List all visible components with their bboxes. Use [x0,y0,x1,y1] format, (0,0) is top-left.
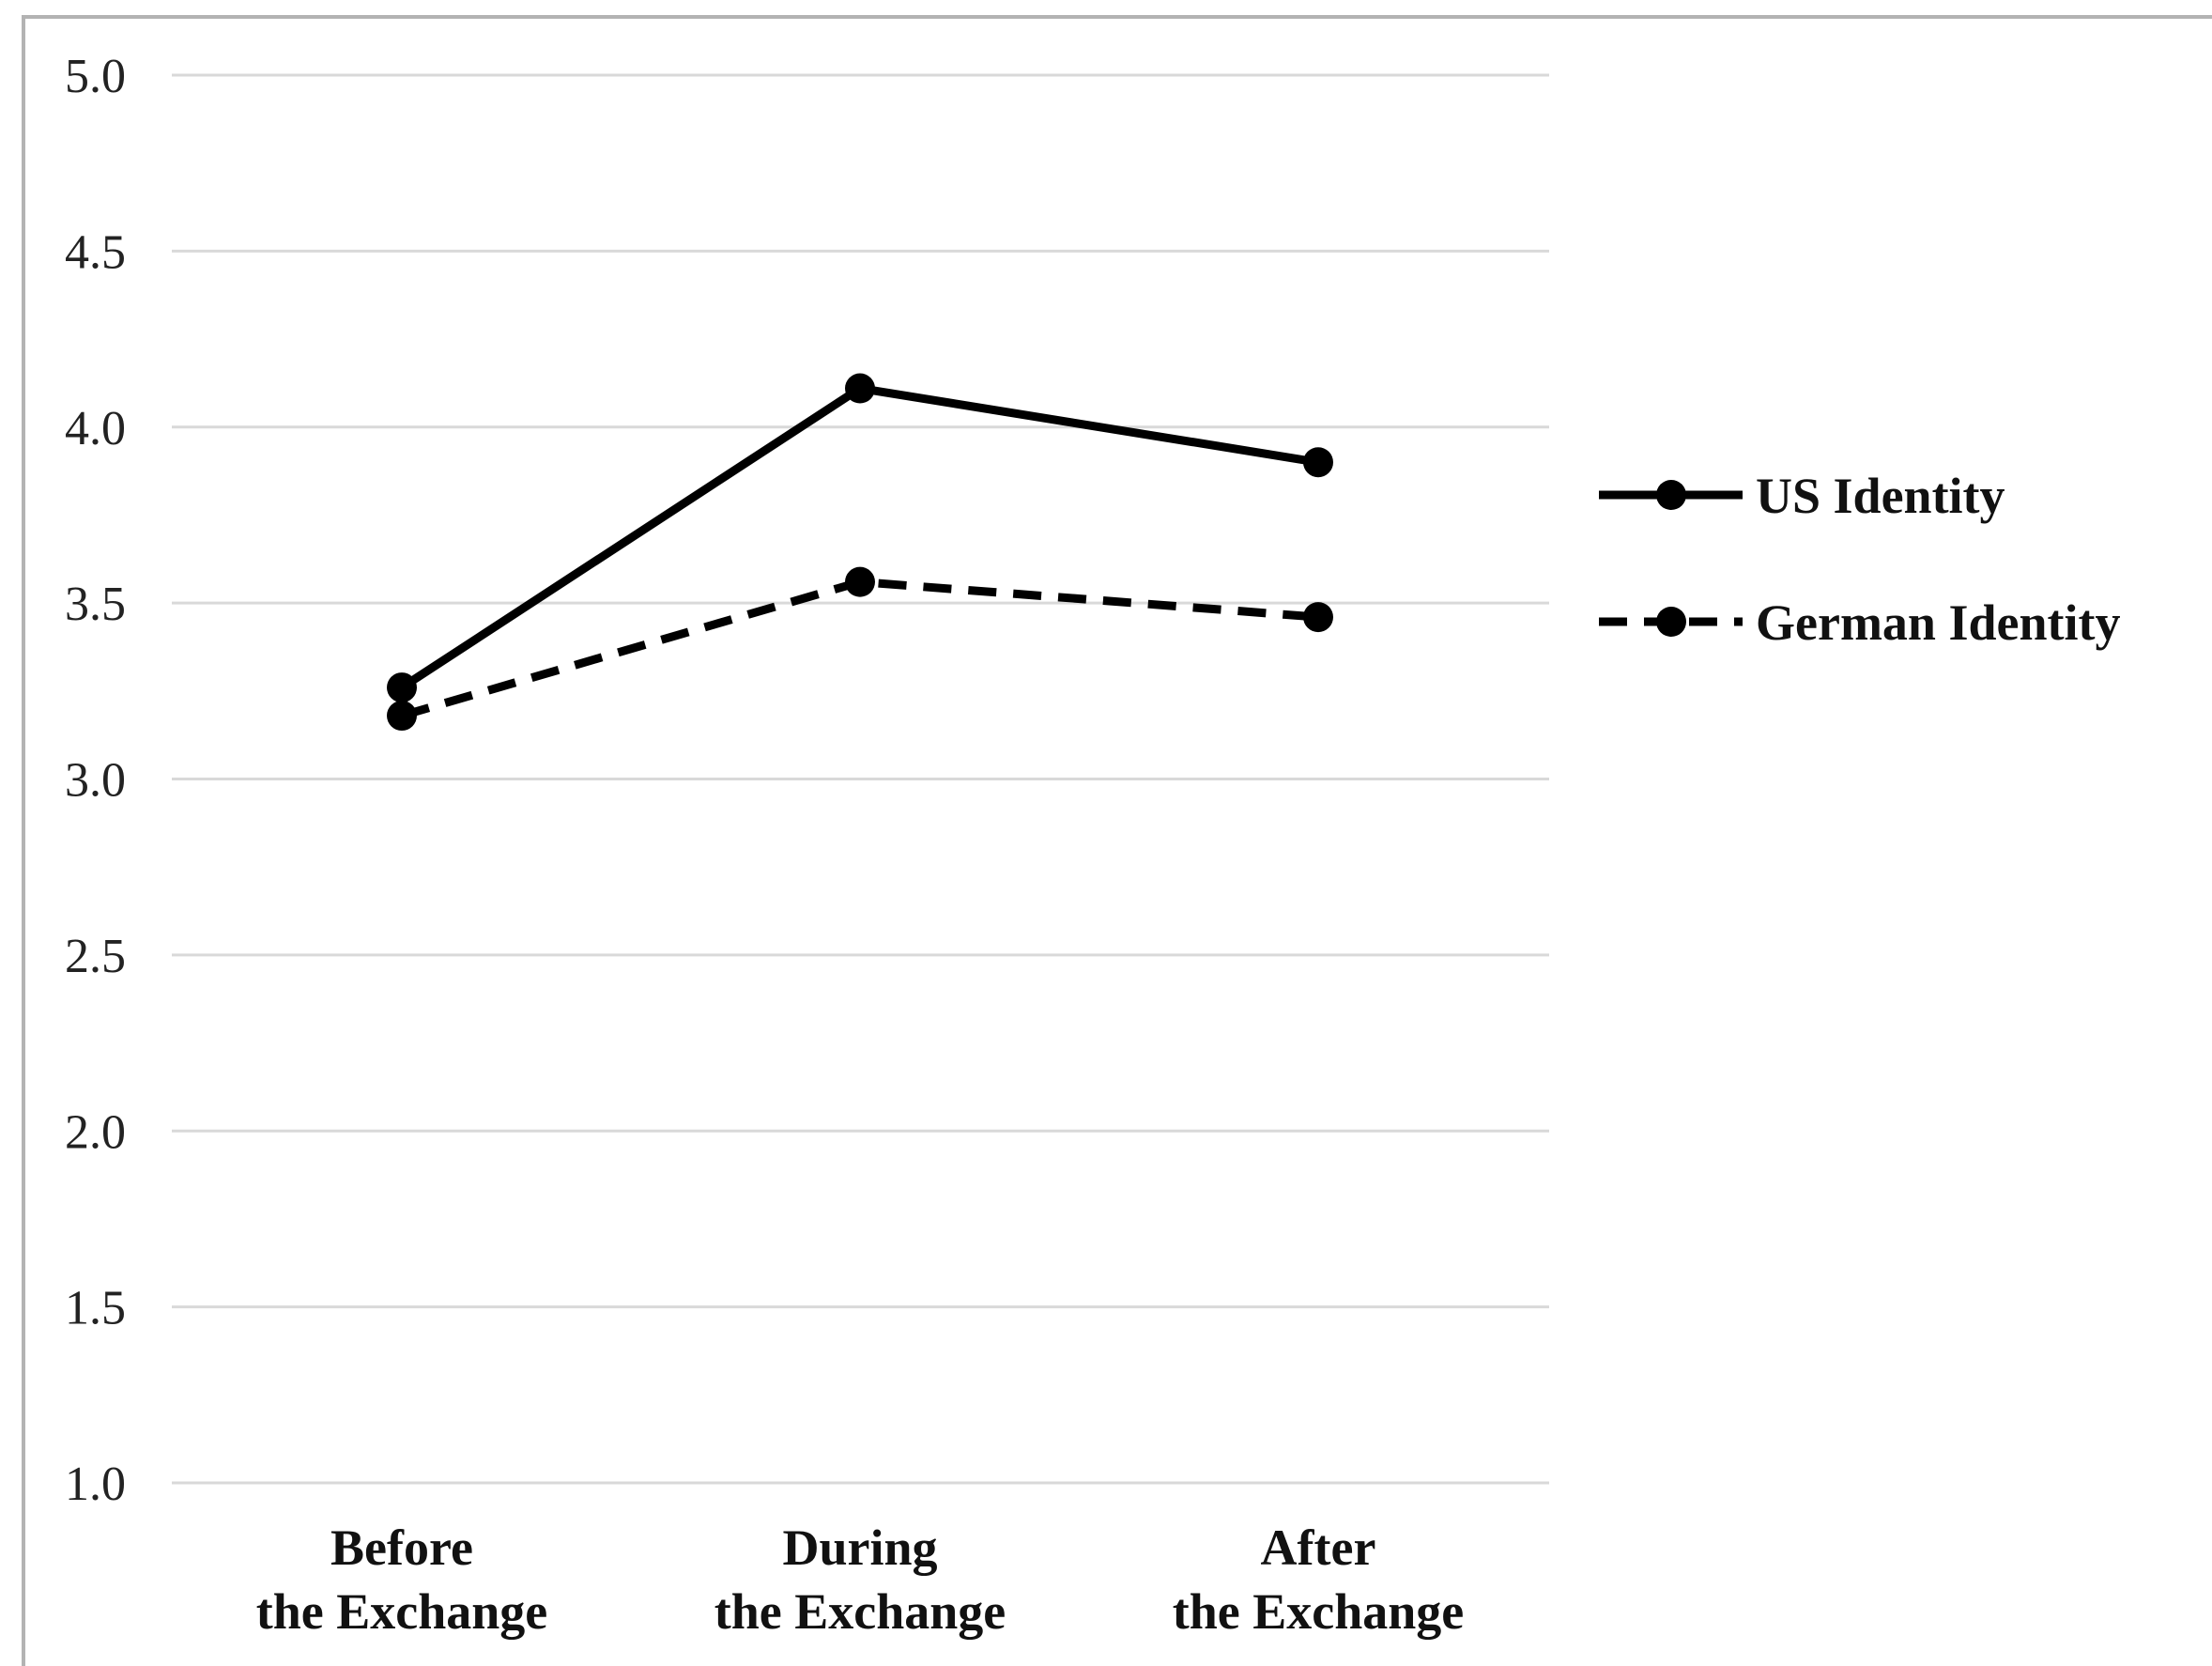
legend-label: German Identity [1756,594,2120,651]
gridlines [172,73,1549,1485]
y-axis-tick-labels: 5.0 4.5 4.0 3.5 3.0 2.5 2.0 1.5 1.0 [65,50,126,1511]
x-category-label: After the Exchange [1173,1519,1465,1640]
x-category-label-line: the Exchange [256,1583,548,1640]
legend: US Identity German Identity [1599,468,2120,651]
data-point [1303,602,1333,633]
x-category-label-line: After [1261,1519,1376,1576]
x-category-label: Before the Exchange [256,1519,548,1640]
y-tick-label: 5.0 [65,50,126,103]
data-point [387,701,417,732]
x-category-label-line: the Exchange [714,1583,1006,1640]
data-point [845,373,875,404]
legend-label: US Identity [1756,468,2005,524]
y-tick-label: 2.0 [65,1105,126,1159]
legend-marker [1656,607,1686,637]
y-tick-label: 2.5 [65,930,126,983]
x-category-label-line: Before [330,1519,473,1576]
chart-border [22,15,2212,1666]
x-category-label-line: During [782,1519,937,1576]
y-tick-label: 1.5 [65,1282,126,1335]
x-category-label-line: the Exchange [1173,1583,1465,1640]
data-point [1303,447,1333,478]
y-tick-label: 3.0 [65,754,126,808]
legend-marker [1656,480,1686,510]
y-tick-label: 4.0 [65,402,126,455]
x-category-label: During the Exchange [714,1519,1006,1640]
y-tick-label: 3.5 [65,578,126,631]
data-point [845,566,875,597]
y-tick-label: 4.5 [65,225,126,279]
data-point [387,672,417,703]
series-lines [387,373,1333,732]
y-tick-label: 1.0 [65,1458,126,1511]
